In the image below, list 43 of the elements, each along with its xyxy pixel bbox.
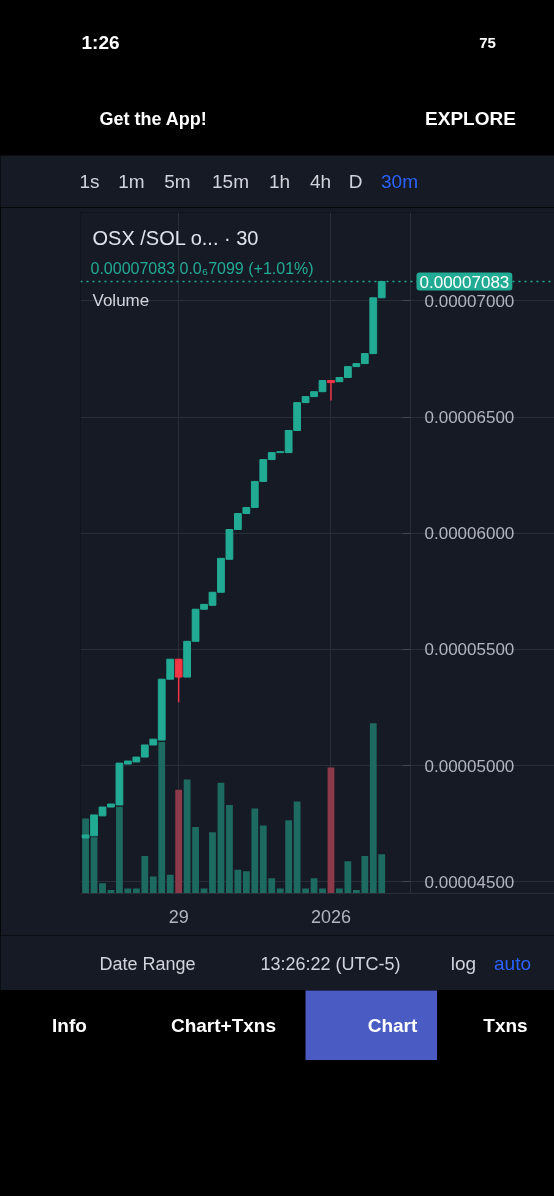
text: Date Range (99, 953, 196, 974)
bar (319, 888, 326, 894)
bar (336, 888, 343, 894)
text: D (348, 171, 363, 192)
text: log (450, 953, 477, 974)
y-tick-label: 0.00007000 (424, 291, 515, 311)
x-tick-label: 2026 (310, 906, 351, 927)
text: 15m (212, 171, 249, 192)
text: 30m (381, 171, 418, 192)
text: 1m (118, 171, 145, 192)
chart-title: Volume (92, 291, 150, 310)
text: Info (52, 1015, 87, 1036)
ref-line-label: 0.00007083 (419, 272, 510, 292)
y-tick-label: 0.00005500 (424, 640, 515, 660)
text: Get the App! (99, 108, 207, 129)
text: 5m (164, 171, 191, 192)
candlestick (327, 379, 335, 402)
text: 1:26 (81, 32, 120, 53)
y-tick-label: 0.00006000 (424, 524, 515, 544)
text: OSX /SOL o... · 30 (92, 226, 259, 249)
text: Txns (483, 1015, 528, 1036)
bar (166, 874, 174, 894)
text: 0.00007083 0.0₆7099 (+1.01%) (90, 260, 314, 277)
text: auto (494, 953, 531, 974)
y-tick-label: 0.00006500 (424, 408, 515, 428)
text: Chart+Txns (170, 1015, 277, 1036)
bar (175, 789, 183, 894)
bar (116, 806, 123, 894)
text: 4h (309, 171, 332, 192)
text: Chart (367, 1015, 418, 1036)
text: EXPLORE (425, 108, 516, 129)
bar (82, 818, 89, 894)
x-tick-label: 29 (168, 906, 189, 927)
text: 75 (479, 33, 496, 51)
bar (209, 832, 216, 894)
y-tick-label: 0.00005000 (424, 756, 515, 776)
candlestick (174, 658, 183, 703)
text: 1s (79, 171, 100, 192)
bar (226, 804, 233, 894)
text: 1h (268, 171, 291, 192)
bar (99, 883, 106, 894)
text: 13:26:22 (UTC-5) (260, 953, 401, 974)
y-tick-label: 0.00004500 (424, 872, 515, 892)
